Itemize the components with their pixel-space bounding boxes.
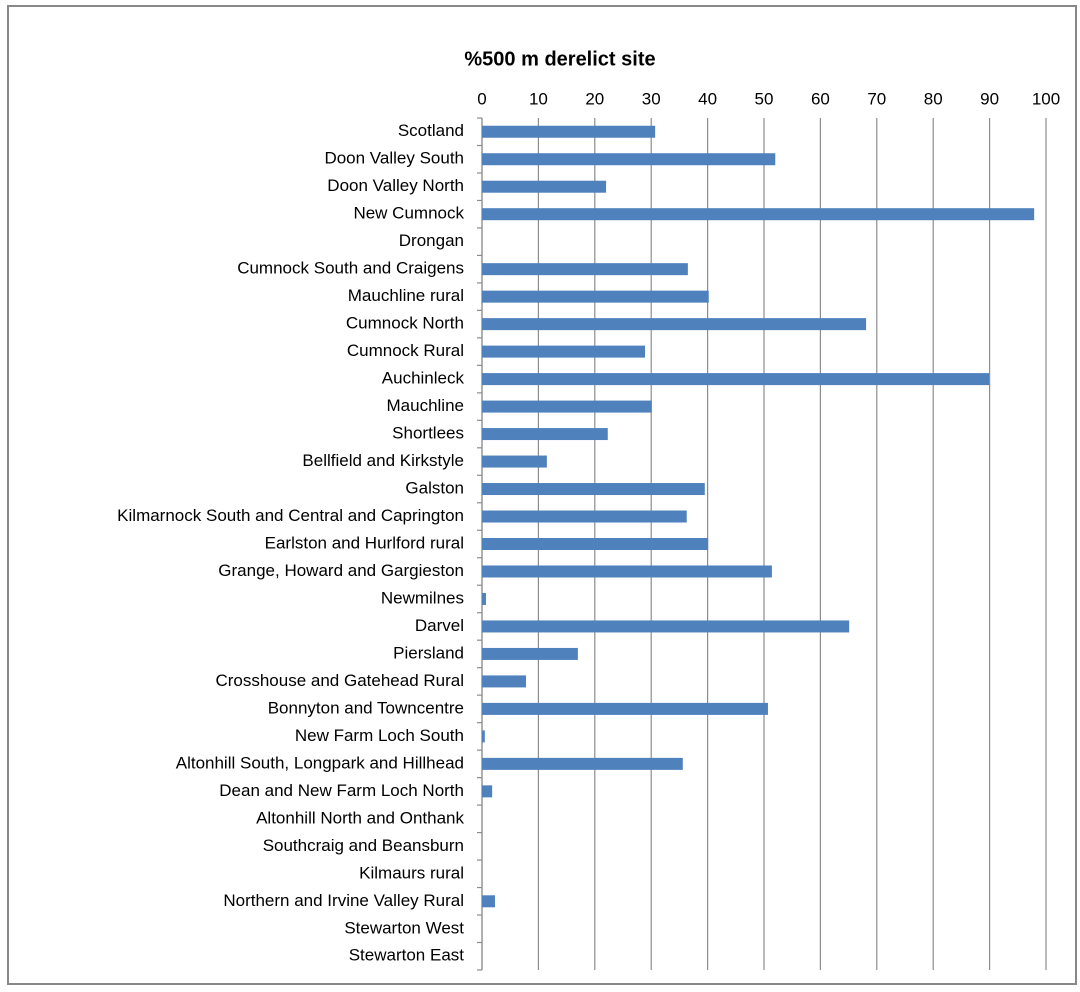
bar	[482, 647, 578, 660]
bar	[482, 290, 709, 303]
bar	[482, 428, 608, 441]
x-tick-label: 60	[811, 89, 830, 108]
y-tick-label: Drongan	[399, 231, 464, 250]
y-tick-label: Newmilnes	[381, 588, 464, 607]
y-tick-label: Shortlees	[392, 424, 464, 443]
x-tick-label: 70	[867, 89, 886, 108]
bar	[482, 730, 485, 743]
bar	[482, 373, 990, 386]
bar	[482, 400, 652, 413]
y-tick-label: Dean and New Farm Loch North	[219, 781, 464, 800]
y-tick-label: Scotland	[398, 121, 464, 140]
y-tick-label: Northern and Irvine Valley Rural	[223, 891, 464, 910]
x-tick-label: 40	[698, 89, 717, 108]
y-tick-label: Mauchline	[387, 396, 465, 415]
x-tick-label: 100	[1032, 89, 1060, 108]
bar	[482, 263, 688, 276]
y-tick-label: Auchinleck	[382, 369, 465, 388]
y-tick-label: Piersland	[393, 643, 464, 662]
y-tick-label: Altonhill South, Longpark and Hillhead	[176, 753, 464, 772]
bar	[482, 702, 768, 715]
bar	[482, 483, 705, 496]
x-tick-label: 50	[755, 89, 774, 108]
bar	[482, 180, 607, 193]
y-tick-label: Galston	[405, 479, 464, 498]
y-tick-label: Grange, Howard and Gargieston	[218, 561, 464, 580]
bar	[482, 538, 709, 550]
y-tick-label: Cumnock North	[346, 314, 464, 333]
bar	[482, 125, 656, 138]
y-tick-label: Doon Valley South	[324, 149, 464, 168]
y-tick-label: Kilmarnock South and Central and Capring…	[117, 506, 464, 525]
y-tick-label: Kilmaurs rural	[359, 863, 464, 882]
bar	[482, 455, 547, 468]
bar	[482, 208, 1035, 221]
y-tick-label: Cumnock Rural	[347, 341, 464, 360]
y-tick-label: Doon Valley North	[327, 176, 464, 195]
bar	[482, 675, 526, 688]
x-tick-label: 80	[924, 89, 943, 108]
y-tick-label: Stewarton West	[344, 918, 464, 937]
y-tick-label: Southcraig and Beansburn	[263, 836, 464, 855]
bar	[482, 620, 850, 633]
y-tick-label: New Cumnock	[353, 204, 464, 223]
y-tick-label: Earlston and Hurlford rural	[265, 533, 464, 552]
y-tick-label: New Farm Loch South	[295, 726, 464, 745]
chart-title: %500 m derelict site	[464, 48, 655, 70]
bar	[482, 757, 683, 770]
y-tick-label: Cumnock South and Craigens	[237, 259, 464, 278]
y-tick-label: Crosshouse and Gatehead Rural	[215, 671, 464, 690]
y-tick-label: Bonnyton and Towncentre	[268, 698, 464, 717]
bar	[482, 345, 645, 358]
bar	[482, 153, 776, 166]
bar	[482, 592, 486, 605]
y-tick-label: Altonhill North and Onthank	[256, 808, 464, 827]
x-tick-label: 90	[980, 89, 999, 108]
bar	[482, 565, 772, 578]
bar	[482, 895, 495, 908]
x-tick-label: 30	[642, 89, 661, 108]
x-tick-label: 0	[477, 89, 486, 108]
y-tick-label: Bellfield and Kirkstyle	[302, 451, 464, 470]
bar	[482, 510, 687, 523]
x-tick-label: 10	[529, 89, 548, 108]
y-tick-label: Mauchline rural	[348, 286, 464, 305]
bar	[482, 318, 867, 331]
y-tick-label: Stewarton East	[349, 946, 465, 965]
y-tick-label: Darvel	[415, 616, 464, 635]
bar	[482, 785, 493, 798]
x-tick-label: 20	[585, 89, 604, 108]
